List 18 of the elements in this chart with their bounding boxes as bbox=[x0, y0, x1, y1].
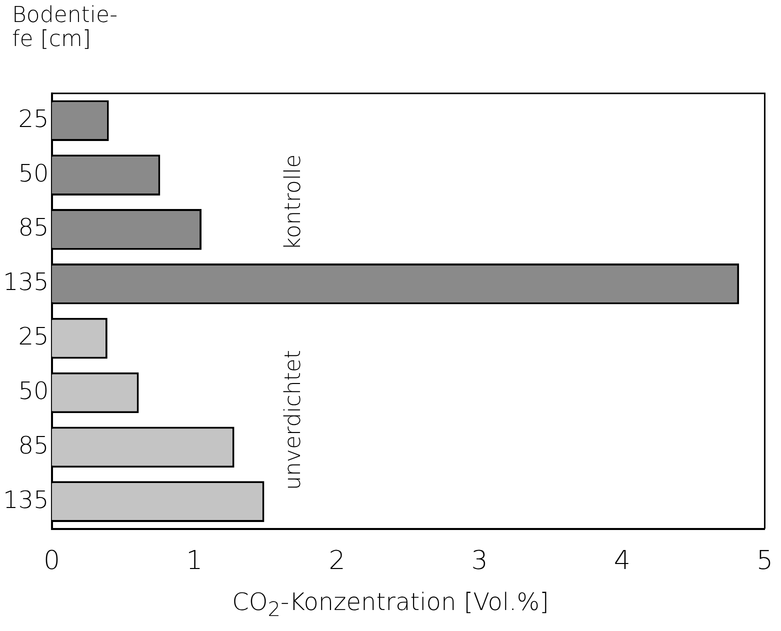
x-axis-title: CO$_{2}$-Konzentration [Vol.%] bbox=[231, 588, 550, 621]
x-tick-label: 3 bbox=[471, 546, 488, 576]
x-tick-label: 0 bbox=[44, 546, 60, 576]
text: unverdichtet bbox=[280, 350, 306, 490]
y-tick-label: 135 bbox=[2, 486, 49, 514]
y-tick-label: 25 bbox=[18, 322, 49, 351]
y-tick-label: 85 bbox=[18, 214, 49, 242]
y-tick-label: 25 bbox=[18, 104, 49, 133]
x-tick-label: 2 bbox=[328, 546, 346, 576]
text: kontrolle bbox=[280, 154, 306, 250]
y-tick-label: 50 bbox=[18, 159, 49, 188]
x-tick-label: 4 bbox=[614, 546, 630, 576]
x-tick-label: 5 bbox=[756, 546, 773, 576]
y-axis-title: Bodentie- fe [cm] bbox=[12, 3, 118, 52]
y-tick-label: 50 bbox=[18, 376, 49, 405]
x-tick-label: 1 bbox=[186, 546, 203, 576]
y-tick-label: 135 bbox=[2, 268, 49, 296]
y-tick-label: 85 bbox=[18, 431, 49, 460]
